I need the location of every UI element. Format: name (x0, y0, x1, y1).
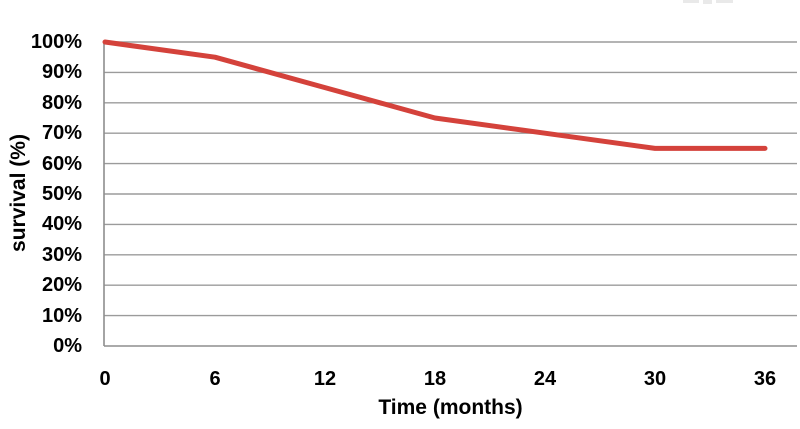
cropped-text-artifact (703, 0, 712, 4)
survival-line (102, 39, 768, 151)
y-tick-label: 40% (41, 213, 82, 236)
y-axis-title: survival (%) (7, 134, 30, 252)
y-tick-label: 10% (41, 304, 82, 327)
x-tick-label: 0 (99, 368, 111, 390)
y-tick-label: 0% (53, 335, 82, 357)
y-tick-label: 70% (41, 122, 82, 145)
cropped-text-artifact (683, 0, 699, 3)
y-tick-label: 30% (41, 243, 82, 266)
y-tick-label: 50% (41, 183, 82, 205)
x-tick-label: 36 (753, 368, 777, 390)
y-tick-label: 60% (41, 152, 82, 175)
y-tick-label: 100% (30, 31, 82, 53)
x-tick-label: 30 (643, 368, 667, 390)
y-tick-label: 20% (41, 274, 82, 297)
x-axis-title: Time (months) (378, 396, 523, 419)
y-tick-label: 80% (41, 91, 82, 114)
cropped-text-artifact (716, 0, 733, 3)
y-tick-label: 90% (41, 61, 82, 84)
x-tick-label: 18 (423, 368, 447, 390)
x-tick-label: 6 (209, 368, 221, 390)
x-tick-label: 24 (533, 368, 557, 390)
x-tick-label: 12 (313, 368, 337, 390)
